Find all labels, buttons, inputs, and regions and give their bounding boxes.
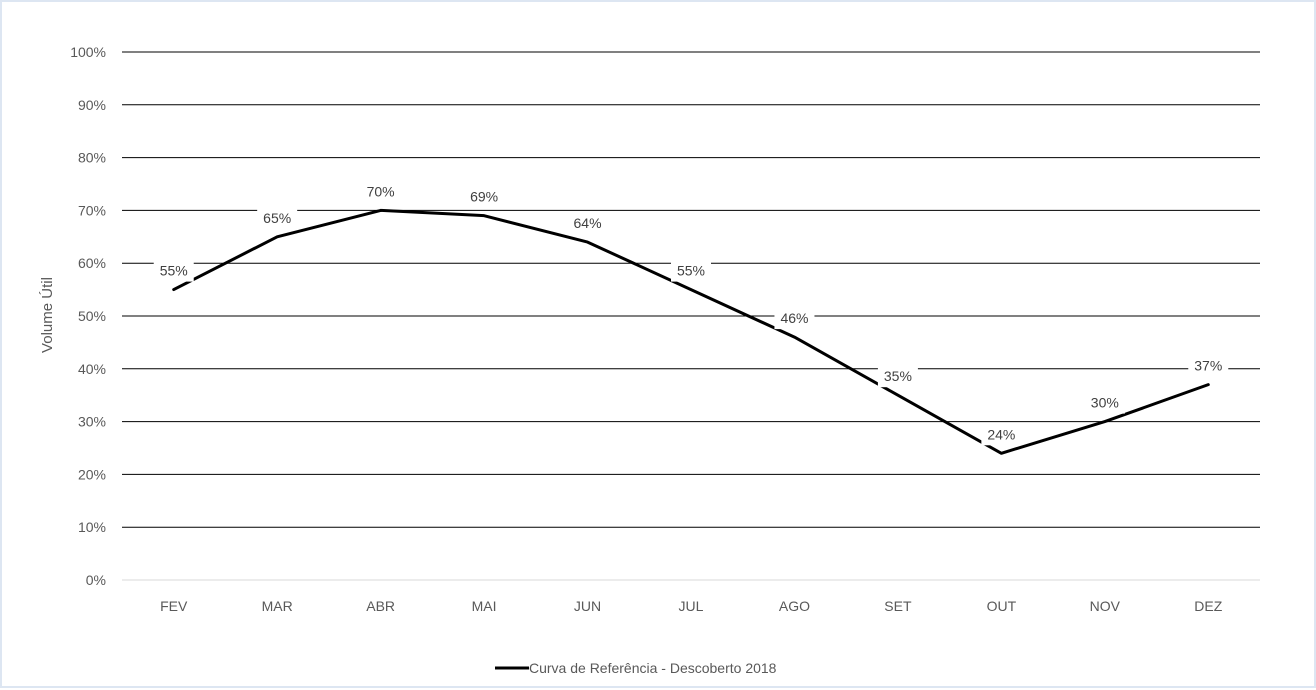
data-label-background [981,425,1022,446]
y-tick-label: 20% [78,466,106,482]
data-label-background [464,187,505,208]
y-tick-label: 50% [78,308,106,324]
y-axis-tick-labels: 0% 10% 20% 30% 40% 50% 60% 70% 80% 90% 100% [70,44,106,588]
y-axis-title: Volume Útil [39,277,56,353]
data-label: 69% [470,189,498,205]
data-label-background [153,261,194,282]
y-tick-label: 90% [78,97,106,113]
data-label: 30% [1091,395,1119,411]
data-label: 65% [263,210,291,226]
x-tick-label: NOV [1090,598,1121,614]
data-label: 55% [160,263,188,279]
data-label-background [1084,393,1125,414]
data-label: 37% [1194,358,1222,374]
data-label: 24% [987,426,1015,442]
y-tick-label: 30% [78,414,106,430]
gridlines [122,51,1260,581]
x-tick-label: JUN [574,598,601,614]
y-tick-label: 80% [78,150,106,166]
data-label: 64% [574,215,602,231]
data-label-background [257,208,298,229]
x-tick-label: DEZ [1194,598,1222,614]
y-tick-label: 10% [78,519,106,535]
x-tick-label: MAI [472,598,497,614]
y-tick-label: 40% [78,361,106,377]
data-label-background [567,214,608,235]
x-tick-label: MAR [262,598,293,614]
data-label-background [360,182,401,203]
legend-label: Curva de Referência - Descoberto 2018 [529,660,777,676]
data-label-background [1188,356,1229,377]
y-tick-label: 60% [78,255,106,271]
y-tick-label: 70% [78,202,106,218]
data-label-background [774,309,815,330]
data-labels: 55% 65% 70% 69% 64% 55% 46% 35% 24% 30% 37% [153,182,1229,446]
data-label: 70% [367,183,395,199]
data-label: 46% [780,310,808,326]
y-tick-label: 0% [86,572,106,588]
x-tick-label: AGO [779,598,810,614]
x-axis-tick-labels: FEV MAR ABR MAI JUN JUL AGO SET OUT NOV DEZ [160,598,1223,614]
x-tick-label: OUT [987,598,1017,614]
x-tick-label: ABR [366,598,395,614]
series-line[interactable] [172,208,1210,455]
y-tick-label: 100% [70,44,106,60]
legend[interactable]: Curva de Referência - Descoberto 2018 [495,660,777,676]
x-tick-label: FEV [160,598,188,614]
x-tick-label: SET [884,598,912,614]
data-label: 55% [677,263,705,279]
data-label-background [877,367,918,388]
data-label-background [671,261,711,282]
data-label: 35% [884,368,912,384]
x-tick-label: JUL [679,598,704,614]
series-group [172,208,1210,455]
